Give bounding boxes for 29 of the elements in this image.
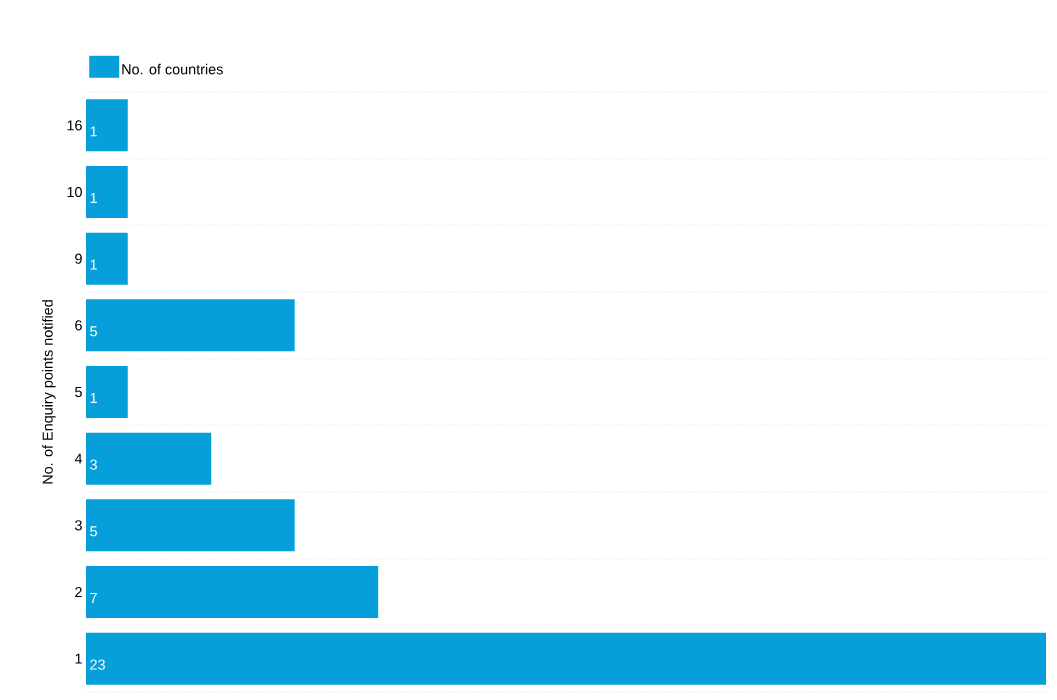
bar bbox=[86, 366, 128, 418]
data-label: 7 bbox=[90, 593, 97, 603]
y-tick-label: 5 bbox=[75, 386, 82, 398]
data-label: 1 bbox=[90, 259, 97, 270]
bar bbox=[86, 632, 1046, 685]
y-tick-label: 3 bbox=[75, 520, 82, 531]
data-label: 23 bbox=[90, 659, 105, 670]
bar bbox=[86, 232, 128, 285]
y-tick-label: 2 bbox=[75, 586, 82, 598]
bar bbox=[86, 299, 295, 352]
y-tick-label: 6 bbox=[75, 320, 82, 331]
legend-label: No. of countries bbox=[122, 63, 223, 75]
bar bbox=[86, 166, 128, 218]
bar bbox=[86, 565, 379, 618]
bar bbox=[86, 99, 128, 152]
data-label: 1 bbox=[90, 193, 97, 203]
y-tick-label: 16 bbox=[67, 120, 82, 131]
y-tick-label: 9 bbox=[75, 253, 82, 264]
data-label: 1 bbox=[90, 126, 97, 137]
data-label: 1 bbox=[90, 393, 97, 403]
bar bbox=[86, 499, 295, 552]
y-tick-label: 1 bbox=[75, 653, 82, 664]
bar bbox=[86, 432, 212, 485]
y-axis-title: No. of Enquiry points notified bbox=[42, 300, 56, 484]
y-tick-label: 10 bbox=[67, 186, 82, 198]
data-label: 5 bbox=[90, 526, 97, 537]
y-tick-label: 4 bbox=[74, 453, 83, 464]
data-label: 5 bbox=[90, 326, 97, 337]
data-label: 3 bbox=[90, 459, 97, 470]
